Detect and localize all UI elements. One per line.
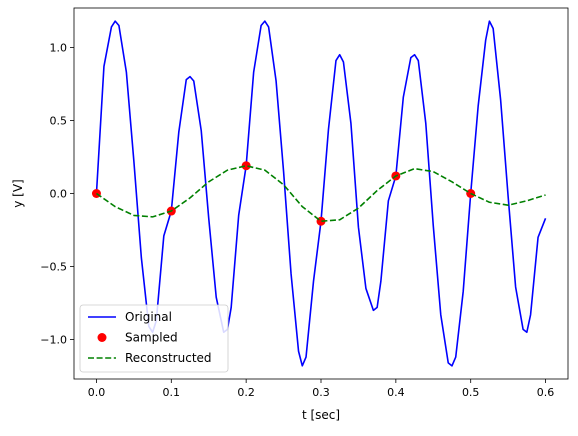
y-tick-label: 1.0: [50, 41, 68, 54]
x-axis-label: t [sec]: [302, 408, 340, 422]
y-tick-label: −0.5: [40, 261, 67, 274]
y-tick-label: 0.0: [50, 188, 68, 201]
x-axis: 0.0 0.1 0.2 0.3 0.4 0.5 0.6: [88, 379, 555, 399]
x-tick-label: 0.6: [537, 386, 555, 399]
x-tick-label: 0.4: [387, 386, 405, 399]
legend-marker-sampled: [97, 333, 107, 342]
x-tick-label: 0.3: [312, 386, 330, 399]
sampled-point: [241, 161, 251, 171]
x-tick-label: 0.1: [163, 386, 181, 399]
legend-label-reconstructed: Reconstructed: [125, 351, 212, 365]
reconstructed-line: [95, 164, 546, 223]
legend-box: [79, 304, 229, 373]
x-tick-label: 0.2: [237, 386, 255, 399]
y-tick-label: −1.0: [40, 334, 67, 347]
y-tick-label: 0.5: [50, 114, 68, 127]
legend-label-original: Original: [125, 310, 172, 324]
x-tick-label: 0.0: [88, 386, 106, 399]
legend: Original Sampled Reconstructed: [79, 304, 229, 373]
y-axis-label: y [V]: [11, 179, 25, 208]
y-axis: −1.0 −0.5 0.0 0.5 1.0: [40, 41, 74, 347]
legend-label-sampled: Sampled: [125, 331, 178, 345]
x-tick-label: 0.5: [462, 386, 480, 399]
